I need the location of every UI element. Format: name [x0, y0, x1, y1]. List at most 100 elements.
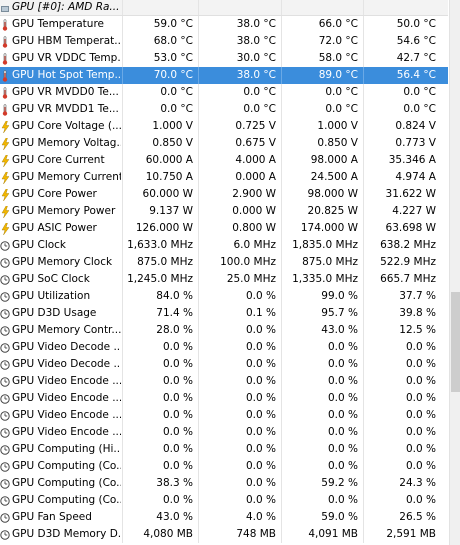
sensor-name: GPU SoC Clock — [12, 273, 90, 285]
sensor-row[interactable]: GPU Computing (Hi... 0.0 % 0.0 % 0.0 % 0.0 % — [0, 441, 448, 458]
sensor-row[interactable]: GPU HBM Temperat... 68.0 °C 38.0 °C 72.0 °C… — [0, 33, 448, 50]
current-value: 0.0 % — [162, 426, 193, 438]
clock-icon — [0, 359, 10, 371]
avg-value: 665.7 MHz — [380, 273, 436, 285]
sensor-row[interactable]: GPU Memory Contr... 28.0 % 0.0 % 43.0 % 12.5… — [0, 322, 448, 339]
sensor-name: GPU Video Decode ... — [12, 358, 121, 370]
sensor-row[interactable]: GPU Utilization 84.0 % 0.0 % 99.0 % 37.7 % — [0, 288, 448, 305]
avg-value: 0.0 % — [405, 494, 436, 506]
sensor-row[interactable]: GPU Computing (Co... 0.0 % 0.0 % 0.0 % 0.0 % — [0, 492, 448, 509]
min-value: 6.0 MHz — [233, 239, 276, 251]
max-value: 0.0 % — [327, 375, 358, 387]
column-divider — [122, 373, 123, 390]
column-divider — [363, 254, 364, 271]
column-divider — [363, 492, 364, 509]
column-divider — [122, 186, 123, 203]
avg-value: 24.3 % — [399, 477, 436, 489]
min-value: 0.0 % — [245, 392, 276, 404]
sensor-row[interactable]: GPU VR MVDD1 Te... 0.0 °C 0.0 °C 0.0 °C 0.0 … — [0, 101, 448, 118]
device-header-row[interactable]: GPU [#0]: AMD Ra... — [0, 0, 448, 16]
column-divider — [281, 356, 282, 373]
vertical-scrollbar[interactable] — [449, 0, 460, 545]
sensor-row[interactable]: GPU Core Current 60.000 A 4.000 A 98.000 A 3… — [0, 152, 448, 169]
column-divider — [281, 0, 282, 15]
current-value: 10.750 A — [145, 171, 193, 183]
sensor-row[interactable]: GPU Computing (Co... 38.3 % 0.0 % 59.2 % 24.… — [0, 475, 448, 492]
thermometer-icon — [0, 87, 10, 99]
sensor-row[interactable]: GPU Hot Spot Temp... 70.0 °C 38.0 °C 89.0 °… — [0, 67, 448, 84]
max-value: 43.0 % — [321, 324, 358, 336]
column-divider — [363, 118, 364, 135]
column-divider — [122, 441, 123, 458]
clock-icon — [0, 291, 10, 303]
column-divider — [198, 509, 199, 526]
avg-value: 0.0 % — [405, 341, 436, 353]
sensor-row[interactable]: GPU VR MVDD0 Te... 0.0 °C 0.0 °C 0.0 °C 0.0 … — [0, 84, 448, 101]
column-divider — [281, 203, 282, 220]
current-value: 4,080 MB — [143, 528, 193, 540]
column-divider — [122, 254, 123, 271]
avg-value: 4.227 W — [392, 205, 436, 217]
min-value: 0.0 % — [245, 290, 276, 302]
thermometer-icon — [0, 70, 10, 82]
lightning-icon — [0, 206, 10, 218]
min-value: 0.725 V — [235, 120, 276, 132]
column-divider — [281, 492, 282, 509]
sensor-row[interactable]: GPU Video Encode ... 0.0 % 0.0 % 0.0 % 0.0 % — [0, 373, 448, 390]
column-divider — [198, 526, 199, 543]
sensor-row[interactable]: GPU Core Voltage (... 1.000 V 0.725 V 1.000… — [0, 118, 448, 135]
sensor-row[interactable]: GPU Video Decode ... 0.0 % 0.0 % 0.0 % 0.0 % — [0, 339, 448, 356]
sensor-row[interactable]: GPU ASIC Power 126.000 W 0.800 W 174.000 W 6… — [0, 220, 448, 237]
sensor-row[interactable]: GPU Clock 1,633.0 MHz 6.0 MHz 1,835.0 MHz 63… — [0, 237, 448, 254]
column-divider — [122, 152, 123, 169]
column-divider — [281, 186, 282, 203]
avg-value: 0.0 % — [405, 460, 436, 472]
max-value: 0.0 % — [327, 358, 358, 370]
column-divider — [122, 169, 123, 186]
sensor-row[interactable]: GPU Core Power 60.000 W 2.900 W 98.000 W 31.… — [0, 186, 448, 203]
column-divider — [281, 407, 282, 424]
max-value: 98.000 A — [310, 154, 358, 166]
sensor-row[interactable]: GPU Memory Power 9.137 W 0.000 W 20.825 W 4.… — [0, 203, 448, 220]
column-divider — [122, 322, 123, 339]
column-divider — [363, 322, 364, 339]
max-value: 0.850 V — [317, 137, 358, 149]
sensor-row[interactable]: GPU Video Encode ... 0.0 % 0.0 % 0.0 % 0.0 % — [0, 390, 448, 407]
min-value: 2.900 W — [232, 188, 276, 200]
current-value: 38.3 % — [156, 477, 193, 489]
column-divider — [281, 339, 282, 356]
column-divider — [198, 390, 199, 407]
column-divider — [281, 288, 282, 305]
sensor-row[interactable]: GPU D3D Memory D... 4,080 MB 748 MB 4,091 M… — [0, 526, 448, 543]
min-value: 0.0 % — [245, 426, 276, 438]
column-divider — [198, 203, 199, 220]
sensor-row[interactable]: GPU D3D Usage 71.4 % 0.1 % 95.7 % 39.8 % — [0, 305, 448, 322]
sensor-row[interactable]: GPU VR VDDC Temp... 53.0 °C 30.0 °C 58.0 °C… — [0, 50, 448, 67]
current-value: 126.000 W — [135, 222, 193, 234]
clock-icon — [0, 257, 10, 269]
min-value: 0.000 W — [232, 205, 276, 217]
device-name: GPU [#0]: AMD Ra... — [12, 1, 120, 13]
scrollbar-thumb[interactable] — [451, 292, 460, 392]
column-divider — [198, 33, 199, 50]
sensor-row[interactable]: GPU Computing (Co... 0.0 % 0.0 % 0.0 % 0.0 % — [0, 458, 448, 475]
sensor-row[interactable]: GPU SoC Clock 1,245.0 MHz 25.0 MHz 1,335.0 … — [0, 271, 448, 288]
min-value: 100.0 MHz — [220, 256, 276, 268]
sensor-name: GPU Computing (Co... — [12, 494, 121, 506]
max-value: 59.0 % — [321, 511, 358, 523]
column-divider — [198, 254, 199, 271]
sensor-row[interactable]: GPU Memory Clock 875.0 MHz 100.0 MHz 875.0 … — [0, 254, 448, 271]
sensor-row[interactable]: GPU Fan Speed 43.0 % 4.0 % 59.0 % 26.5 % — [0, 509, 448, 526]
sensor-row[interactable]: GPU Video Decode ... 0.0 % 0.0 % 0.0 % 0.0 % — [0, 356, 448, 373]
sensor-row[interactable]: GPU Memory Current 10.750 A 0.000 A 24.500 … — [0, 169, 448, 186]
thermometer-icon — [0, 19, 10, 31]
min-value: 0.0 % — [245, 358, 276, 370]
sensor-row[interactable]: GPU Memory Voltag... 0.850 V 0.675 V 0.850 … — [0, 135, 448, 152]
avg-value: 31.622 W — [385, 188, 436, 200]
sensor-row[interactable]: GPU Temperature 59.0 °C 38.0 °C 66.0 °C 50.0… — [0, 16, 448, 33]
sensor-row[interactable]: GPU Video Encode ... 0.0 % 0.0 % 0.0 % 0.0 % — [0, 407, 448, 424]
column-divider — [198, 67, 199, 84]
current-value: 68.0 °C — [153, 35, 193, 47]
avg-value: 0.0 % — [405, 375, 436, 387]
sensor-row[interactable]: GPU Video Encode ... 0.0 % 0.0 % 0.0 % 0.0 % — [0, 424, 448, 441]
